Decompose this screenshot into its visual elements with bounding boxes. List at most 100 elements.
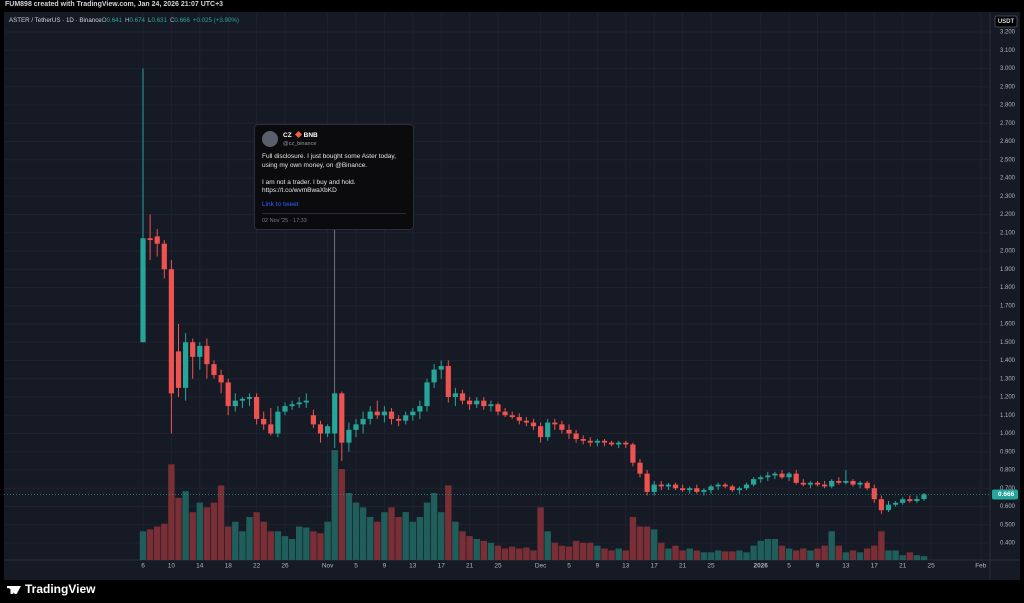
- y-tick-label: 2.400: [1000, 176, 1016, 182]
- y-tick-label: 1.700: [1000, 303, 1016, 309]
- y-tick-label: 2.900: [1000, 84, 1016, 90]
- volume-bar: [253, 512, 260, 560]
- x-tick-label: 25: [707, 563, 715, 570]
- x-tick-label: 21: [679, 563, 687, 570]
- candle-body: [594, 440, 600, 443]
- candle-body: [623, 442, 629, 445]
- legend-field-value: 0.666: [174, 17, 190, 24]
- candle-body: [793, 473, 799, 483]
- volume-bar: [885, 550, 892, 560]
- x-tick-label: 22: [253, 563, 261, 570]
- volume-bar: [849, 550, 857, 560]
- x-tick-label: 5: [787, 563, 791, 570]
- volume-bar: [523, 547, 530, 560]
- candle-body: [246, 397, 253, 399]
- volume-bar: [821, 545, 828, 560]
- x-tick-label: 21: [466, 563, 474, 570]
- candle-body: [616, 442, 622, 445]
- volume-bar: [168, 464, 175, 560]
- volume-bar: [281, 536, 289, 560]
- candle-body: [197, 345, 203, 357]
- last-price-tag: [992, 489, 1018, 500]
- volume-bar: [182, 491, 189, 560]
- candle-body: [225, 382, 231, 407]
- volume-bar: [615, 548, 622, 560]
- candle-body: [644, 473, 650, 492]
- x-tick-label: 17: [651, 563, 659, 570]
- volume-bar: [842, 552, 850, 560]
- candle-body: [488, 404, 494, 407]
- volume-bar: [764, 538, 771, 560]
- y-tick-label: 2.700: [1000, 121, 1016, 127]
- brand-name: TradingView: [25, 582, 96, 596]
- candle-body: [772, 473, 778, 476]
- candle-body: [381, 411, 387, 416]
- volume-bar: [643, 526, 651, 560]
- y-tick-label: 0.500: [1000, 522, 1016, 528]
- volume-bar: [494, 545, 502, 560]
- y-tick-label: 1.000: [1000, 431, 1016, 437]
- volume-bar: [814, 548, 821, 560]
- candle-body: [765, 475, 771, 478]
- tweet-date: 02 Nov '25 · 17:33: [262, 218, 307, 224]
- y-tick-label: 2.200: [1000, 212, 1016, 218]
- candle-body: [239, 398, 245, 401]
- volume-bar: [331, 450, 338, 560]
- volume-bar: [146, 529, 154, 560]
- author-handle: @cz_binance: [283, 141, 317, 147]
- avatar: [262, 131, 278, 147]
- volume-bar: [679, 550, 686, 560]
- volume-bar: [892, 550, 899, 560]
- y-tick-label: 1.600: [1000, 322, 1016, 328]
- volume-bar: [800, 548, 807, 560]
- candle-body: [829, 480, 835, 487]
- volume-bar: [565, 546, 573, 560]
- volume-bar: [686, 548, 693, 560]
- candle-body: [268, 424, 274, 434]
- y-tick-label: 2.100: [1000, 230, 1016, 236]
- x-tick-label: 10: [168, 563, 176, 570]
- candle-body: [651, 484, 657, 492]
- volume-bar: [509, 546, 516, 560]
- tweet-link[interactable]: Link to tweet: [262, 201, 299, 208]
- candle-body: [360, 418, 366, 425]
- candle-body: [282, 406, 288, 412]
- volume-bar: [736, 550, 743, 560]
- candle-body: [587, 440, 593, 443]
- candle-body: [396, 418, 402, 421]
- x-tick-label: 6: [141, 563, 145, 570]
- volume-bar: [572, 540, 580, 560]
- volume-bar: [324, 521, 331, 560]
- author-badge: BNB: [303, 132, 318, 139]
- candle-body: [289, 404, 295, 407]
- candle-body: [190, 342, 196, 357]
- volume-bar: [473, 538, 480, 560]
- volume-bar: [665, 548, 672, 560]
- x-tick-label: Dec: [535, 563, 547, 570]
- candle-body: [332, 393, 338, 434]
- candle-body: [168, 269, 174, 394]
- x-tick-label: Nov: [322, 563, 334, 570]
- candle-body: [893, 502, 899, 505]
- candle-body: [715, 484, 721, 487]
- candle-body: [800, 482, 806, 485]
- volume-bar: [416, 516, 424, 560]
- volume-bar: [409, 521, 416, 560]
- volume-bar: [693, 550, 700, 560]
- candle-body: [523, 420, 529, 423]
- candle-body: [552, 422, 558, 425]
- volume-bar: [729, 551, 736, 560]
- x-tick-label: 13: [842, 563, 850, 570]
- volume-bar: [175, 497, 182, 560]
- volume-bar: [487, 542, 495, 560]
- currency-badge: [994, 15, 1018, 28]
- candle-body: [154, 236, 160, 244]
- x-tick-label: 18: [225, 563, 233, 570]
- candle-body: [736, 488, 742, 491]
- candle-body: [474, 400, 480, 405]
- candle-body: [566, 429, 572, 434]
- candle-body: [694, 488, 700, 492]
- candle-body: [914, 499, 920, 502]
- candle-body: [580, 438, 586, 441]
- candle-body: [864, 482, 870, 489]
